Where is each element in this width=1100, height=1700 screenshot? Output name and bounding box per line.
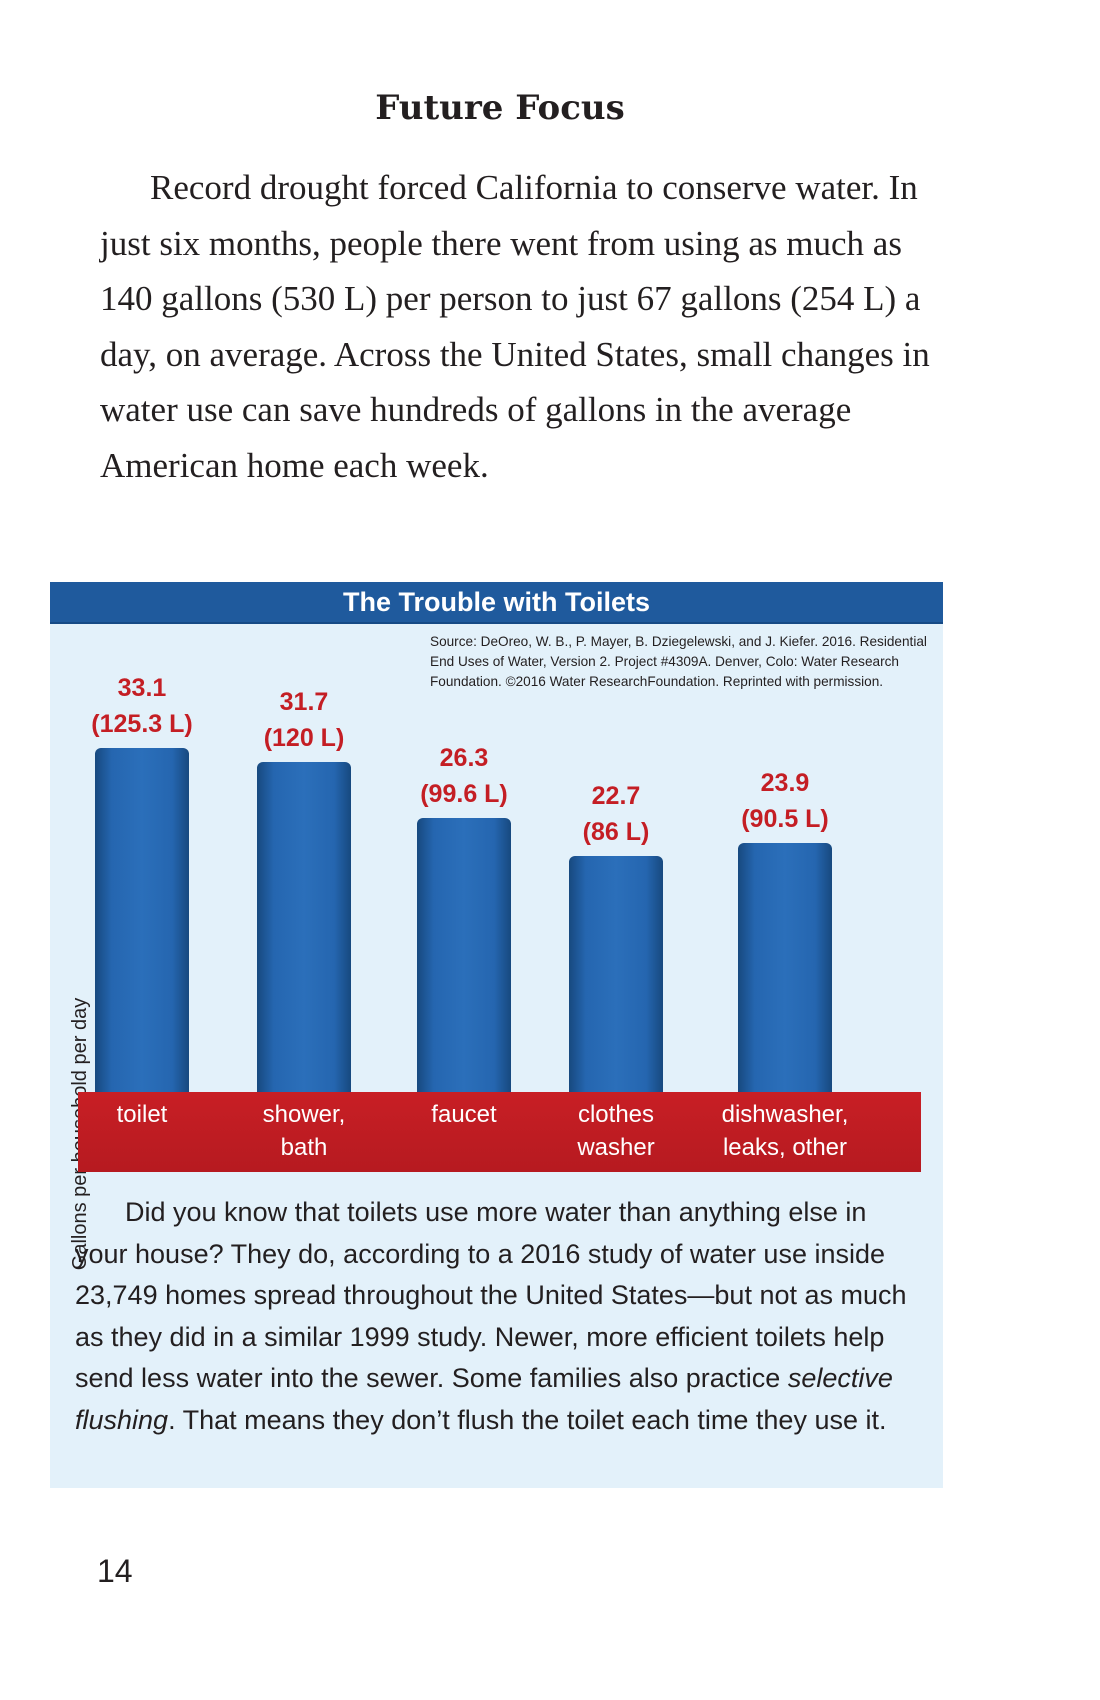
category-label-5: dishwasher, leaks, other [700,1098,870,1164]
category-label-line1: shower, [262,1101,346,1128]
category-band [78,1092,921,1172]
value-label-gallons: 23.9 [760,769,810,798]
body-emphasis: selective flushing [75,1363,893,1435]
bar-1 [95,747,189,1092]
bar-5 [738,843,832,1092]
value-label-liters: (90.5 L) [741,805,829,834]
bar-3 [417,818,511,1092]
intro-paragraph: Record drought forced California to cons… [100,168,930,485]
category-label-1: toilet [57,1098,227,1131]
infobox-body: Did you know that toilets use more water… [75,1192,920,1441]
category-label-line2: bath [280,1134,328,1161]
category-label-line1: toilet [116,1101,168,1128]
category-label-line1: faucet [431,1101,497,1128]
category-label-4: clothes washer [531,1098,701,1164]
body-text-end: . That means they don’t flush the toilet… [168,1404,887,1435]
infobox-paragraph: Did you know that toilets use more water… [75,1192,920,1441]
value-label-1: 33.1 (125.3 L) [57,670,227,742]
value-label-gallons: 22.7 [591,781,641,810]
section-heading: Future Focus [375,88,625,128]
source-note: Source: DeOreo, W. B., P. Mayer, B. Dzie… [430,634,927,689]
page-number: 14 [97,1553,133,1589]
category-label-2: shower, bath [219,1098,389,1164]
category-label-line2: washer [577,1134,655,1161]
value-label-5: 23.9 (90.5 L) [700,765,870,837]
value-label-liters: (125.3 L) [91,709,193,738]
category-label-line2: leaks, other [722,1134,848,1161]
value-label-liters: (99.6 L) [420,780,508,809]
value-label-gallons: 31.7 [279,688,329,717]
body-text-start: Did you know that toilets use more water… [75,1197,907,1393]
chart-infobox: The Trouble with Toilets Source: DeOreo,… [50,582,943,1488]
value-label-gallons: 33.1 [117,673,167,702]
chart-title: The Trouble with Toilets [50,582,943,624]
value-label-liters: (86 L) [582,817,650,846]
category-label-line1: clothes [577,1101,655,1128]
category-label-3: faucet [379,1098,549,1131]
value-label-liters: (120 L) [263,724,345,753]
value-label-3: 26.3 (99.6 L) [379,740,549,812]
bar-2 [257,762,351,1092]
intro-paragraph-block: Record drought forced California to cons… [100,160,930,493]
value-label-4: 22.7 (86 L) [531,778,701,850]
category-label-line1: dishwasher, [721,1101,849,1128]
value-label-2: 31.7 (120 L) [219,684,389,756]
value-label-gallons: 26.3 [439,744,489,773]
bar-4 [569,855,663,1092]
